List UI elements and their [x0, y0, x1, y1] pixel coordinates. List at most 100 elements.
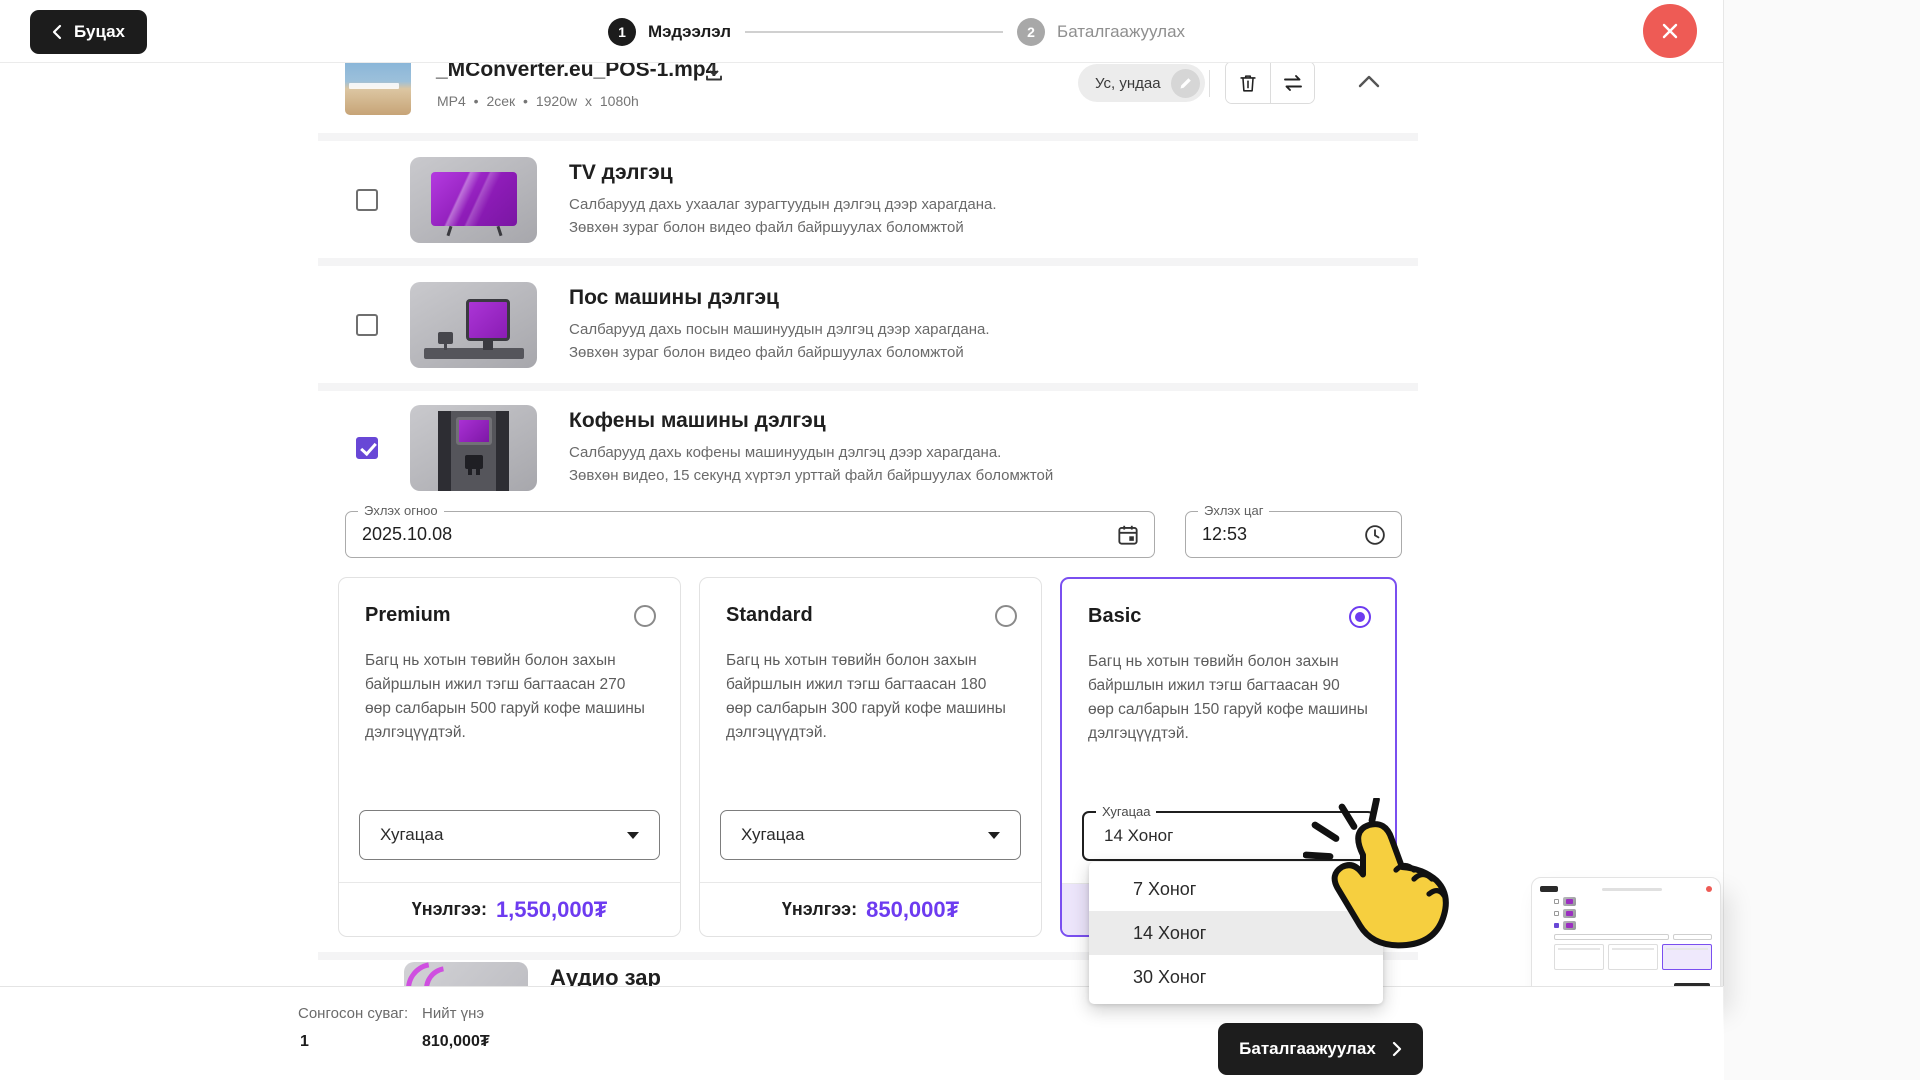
tv-checkbox[interactable] — [356, 188, 378, 211]
step-1-circle: 1 — [608, 17, 636, 46]
channel-row-coffee: Кофены машины дэлгэц Салбарууд дахь кофе… — [318, 391, 1418, 505]
row-separator — [318, 383, 1418, 391]
basic-duration-select[interactable]: Хугацаа 14 Хоног — [1082, 804, 1375, 861]
file-name: _MConverter.eu_POS-1.mp4 — [436, 58, 718, 81]
price-value: 850,000₮ — [866, 896, 960, 922]
mini-page-preview — [1531, 877, 1721, 1001]
coffee-side — [496, 411, 509, 491]
duration-value: 14 Хоног — [1104, 826, 1174, 845]
chevron-left-icon — [52, 24, 62, 40]
row-separator — [318, 258, 1418, 266]
audio-thumbnail — [404, 962, 528, 986]
plan-footer: Үнэлгээ: 1,550,000₮ — [339, 883, 680, 936]
channel-desc-1: Салбарууд дахь посын машинуудын дэлгэц д… — [569, 320, 990, 338]
file-thumbnail — [345, 57, 411, 115]
plan-head: Basic — [1062, 579, 1395, 628]
start-date-label: Эхлэх огноо — [358, 503, 444, 518]
channel-row-audio: Аудио зар — [318, 960, 1418, 986]
close-button[interactable] — [1643, 4, 1697, 58]
swap-file-button[interactable] — [1270, 62, 1314, 103]
pos-checkbox[interactable] — [356, 313, 378, 336]
category-chip[interactable]: Ус, ундаа — [1078, 64, 1205, 102]
file-actions-group — [1225, 61, 1315, 104]
start-time-label: Эхлэх цаг — [1198, 503, 1270, 518]
plan-head: Standard — [700, 578, 1041, 627]
plan-name: Premium — [365, 604, 451, 626]
category-chip-label: Ус, ундаа — [1095, 74, 1161, 92]
start-time-field[interactable]: Эхлэх цаг 12:53 — [1185, 503, 1402, 558]
mini-back-button — [1540, 886, 1558, 892]
plan-description: Багц нь хотын төвийн болон захын байршлы… — [1088, 653, 1368, 742]
duration-label: Хугацаа — [1096, 804, 1157, 819]
menu-item-7-days[interactable]: 7 Хоног — [1133, 879, 1197, 899]
tv-illustration — [431, 171, 517, 226]
download-icon[interactable] — [702, 62, 726, 91]
file-thumbnail-caption — [349, 83, 399, 89]
channel-title: TV дэлгэц — [569, 160, 673, 184]
start-date-value: 2025.10.08 — [362, 524, 453, 544]
pos-stand — [483, 339, 493, 350]
mini-topbar — [1540, 884, 1712, 894]
mini-close-button — [1706, 886, 1712, 892]
coffee-screen — [456, 417, 492, 445]
channel-title: Пос машины дэлгэц — [569, 285, 779, 309]
mini-thumb — [1563, 921, 1576, 930]
channel-desc-2: Зөвхөн видео, 15 секунд хүртэл урттай фа… — [569, 467, 1054, 484]
row-separator — [318, 133, 1418, 141]
plan-description: Багц нь хотын төвийн болон захын байршлы… — [365, 652, 645, 741]
pencil-icon[interactable] — [1170, 68, 1200, 98]
plan-footer: Үнэлгээ: 850,000₮ — [700, 883, 1041, 936]
close-icon — [1662, 23, 1678, 39]
tv-thumbnail — [410, 156, 537, 243]
plan-card-standard: Standard Багц нь хотын төвийн болон захы… — [699, 577, 1042, 937]
step-2-label: Баталгаажуулах — [1057, 21, 1186, 41]
chevron-right-icon — [1392, 1041, 1401, 1057]
back-button[interactable]: Буцах — [30, 10, 148, 54]
delete-button[interactable] — [1226, 62, 1270, 103]
page-background-strip — [1724, 0, 1920, 1080]
channel-desc-1: Салбарууд дахь ухаалаг зурагтуудын дэлгэ… — [569, 195, 997, 213]
confirm-button[interactable]: Баталгаажуулах — [1218, 1023, 1423, 1075]
step-connector — [745, 30, 1004, 33]
coffee-spout — [465, 455, 483, 475]
menu-item-14-days[interactable]: 14 Хоног — [1089, 911, 1383, 955]
stepper: 1 Мэдээлэл 2 Баталгаажуулах — [608, 0, 1185, 63]
mini-stepper — [1602, 887, 1662, 891]
coffee-checkbox[interactable] — [356, 437, 378, 459]
calendar-icon[interactable] — [1115, 522, 1141, 553]
standard-duration-select[interactable]: Хугацаа — [720, 810, 1021, 860]
standard-radio[interactable] — [995, 604, 1017, 627]
mini-thumb — [1563, 909, 1576, 918]
plan-description: Багц нь хотын төвийн болон захын байршлы… — [726, 652, 1006, 741]
mini-checkbox — [1554, 911, 1559, 916]
premium-duration-select[interactable]: Хугацаа — [359, 810, 660, 860]
channel-row-tv: TV дэлгэц Салбарууд дахь ухаалаг зурагту… — [318, 141, 1418, 258]
coffee-texts: Кофены машины дэлгэц Салбарууд дахь кофе… — [569, 409, 1053, 487]
step-2-circle: 2 — [1017, 17, 1046, 46]
pos-texts: Пос машины дэлгэц Салбарууд дахь посын м… — [569, 286, 990, 364]
pos-terminal — [438, 331, 453, 350]
file-metadata: MP4 • 2сек • 1920w x 1080h — [437, 93, 639, 109]
price-label: Үнэлгээ: — [781, 899, 858, 919]
channel-desc-2: Зөвхөн зураг болон видео файл байршуулах… — [569, 218, 964, 236]
basic-radio[interactable] — [1349, 605, 1371, 628]
step-1-label: Мэдээлэл — [648, 21, 732, 41]
start-date-field[interactable]: Эхлэх огноо 2025.10.08 — [345, 503, 1155, 558]
top-bar: Буцах 1 Мэдээлэл 2 Баталгаажуулах — [0, 0, 1723, 63]
mini-thumb — [1563, 897, 1576, 906]
pos-illustration — [424, 347, 524, 359]
chevron-down-icon — [627, 831, 639, 839]
channel-row-pos: Пос машины дэлгэц Салбарууд дахь посын м… — [318, 266, 1418, 383]
duration-placeholder: Хугацаа — [741, 825, 805, 844]
premium-radio[interactable] — [634, 604, 656, 627]
back-label: Буцах — [74, 22, 126, 41]
chevron-up-icon[interactable] — [1352, 68, 1386, 98]
tv-texts: TV дэлгэц Салбарууд дахь ухаалаг зурагту… — [569, 161, 997, 239]
total-price-value: 810,000₮ — [422, 1033, 490, 1050]
plan-name: Basic — [1088, 605, 1142, 627]
start-time-value: 12:53 — [1202, 524, 1248, 544]
menu-item-30-days[interactable]: 30 Хоног — [1133, 967, 1207, 987]
tv-leg — [496, 225, 503, 236]
tv-leg — [446, 225, 453, 236]
clock-icon[interactable] — [1362, 522, 1388, 553]
